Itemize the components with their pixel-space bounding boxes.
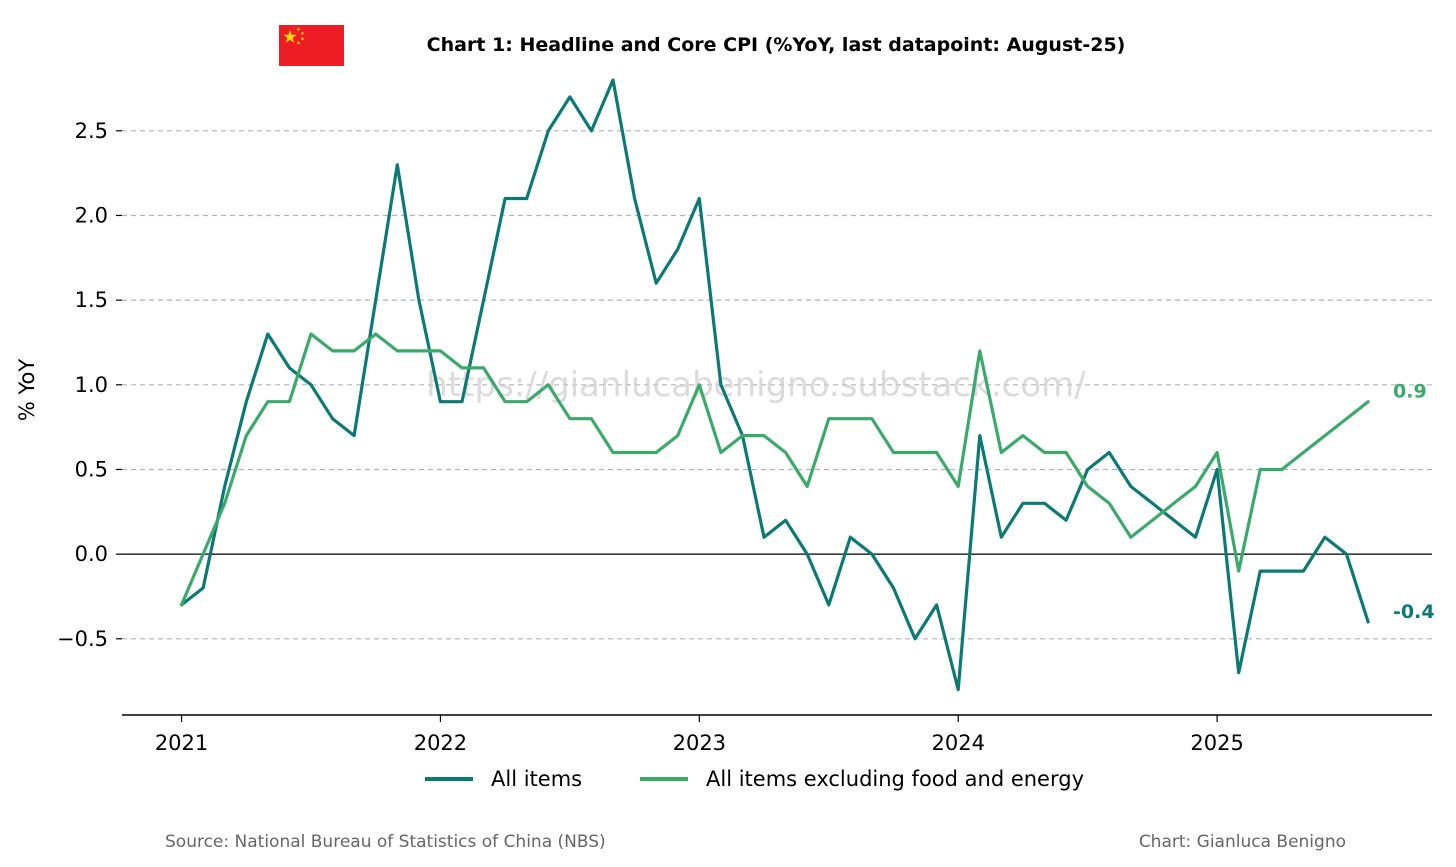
grid-layer (122, 130, 1432, 640)
flag-big-star (283, 30, 297, 43)
x-tick-label: 2022 (414, 731, 467, 755)
chart-title: Chart 1: Headline and Core CPI (%YoY, la… (427, 34, 1126, 56)
legend: All items All items excluding food and e… (425, 767, 1084, 791)
end-label-core: 0.9 (1393, 381, 1427, 403)
y-tick-label: 2.5 (75, 119, 108, 143)
x-tick-label: 2021 (155, 731, 208, 755)
flag-small-star (300, 31, 305, 35)
flag-small-star (300, 37, 305, 41)
y-axis-title: % YoY (15, 359, 39, 422)
x-tick-label: 2023 (673, 731, 726, 755)
y-tick-label: 1.0 (75, 373, 108, 397)
x-tick-label: 2024 (931, 731, 984, 755)
legend-label-headline: All items (491, 767, 582, 791)
flag-small-star (296, 27, 301, 31)
x-axis: 2021 2022 2023 2024 2025 (122, 714, 1432, 755)
series-layer (179, 78, 1370, 692)
end-labels: -0.4 0.9 (1393, 381, 1435, 623)
china-flag-icon (279, 25, 344, 66)
source-note: Source: National Bureau of Statistics of… (165, 832, 606, 852)
flag-field (279, 25, 344, 66)
y-axis-ticks: −0.5 0.0 0.5 1.0 1.5 2.0 2.5 (57, 119, 122, 651)
legend-label-core: All items excluding food and energy (706, 767, 1084, 791)
y-tick-label: 2.0 (75, 203, 108, 227)
series-line-headline (179, 78, 1370, 692)
y-tick-label: −0.5 (57, 627, 108, 651)
y-tick-label: 0.0 (75, 542, 108, 566)
y-tick-label: 1.5 (75, 288, 108, 312)
y-tick-label: 0.5 (75, 457, 108, 481)
flag-small-star (296, 41, 301, 45)
series-line-core (179, 332, 1370, 607)
chart-credit: Chart: Gianluca Benigno (1139, 832, 1346, 852)
end-label-headline: -0.4 (1393, 601, 1435, 623)
x-tick-label: 2025 (1190, 731, 1243, 755)
